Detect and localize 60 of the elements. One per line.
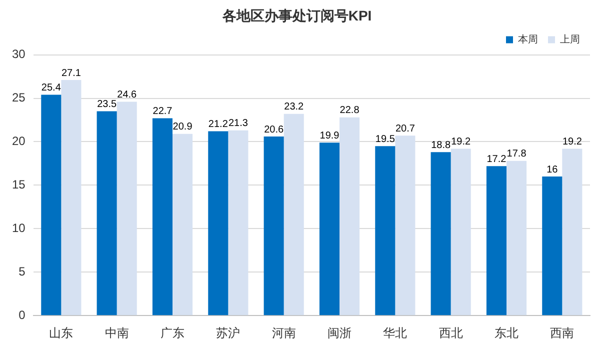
data-label: 19.5 — [375, 134, 396, 145]
legend-label: 上周 — [560, 34, 580, 46]
y-tick-label: 30 — [12, 47, 26, 62]
legend-label: 本周 — [518, 34, 538, 46]
data-label: 17.8 — [506, 148, 527, 160]
y-tick-label: 20 — [12, 134, 26, 148]
bar — [395, 136, 416, 316]
data-label: 23.2 — [284, 102, 304, 113]
y-tick-label: 0 — [18, 308, 26, 322]
x-tick-label: 西北 — [438, 326, 463, 340]
data-label: 27.1 — [61, 68, 82, 79]
bar — [208, 131, 228, 316]
x-tick-label: 华北 — [383, 326, 408, 340]
data-label: 21.3 — [228, 118, 248, 130]
bar — [116, 102, 137, 316]
x-tick-label: 中南 — [104, 326, 129, 340]
x-tick-label: 东北 — [494, 326, 518, 340]
data-label: 22.8 — [340, 105, 360, 116]
data-label: 20.6 — [264, 124, 284, 136]
y-tick-label: 15 — [12, 178, 26, 192]
bar — [61, 80, 82, 316]
bar — [96, 111, 117, 316]
x-tick-label: 苏沪 — [216, 326, 240, 340]
bar — [375, 146, 396, 316]
bar — [228, 130, 248, 316]
y-tick-label: 25 — [12, 90, 26, 105]
data-label: 23.5 — [97, 99, 117, 110]
data-label: 21.2 — [208, 119, 228, 130]
data-label: 19.9 — [320, 130, 340, 142]
data-label: 18.8 — [431, 140, 451, 151]
x-tick-label: 西南 — [550, 326, 574, 340]
data-label: 20.7 — [395, 123, 416, 134]
y-tick-label: 5 — [18, 264, 26, 278]
data-label: 19.2 — [562, 136, 582, 148]
bar — [264, 136, 284, 316]
data-label: 25.4 — [41, 82, 62, 94]
bar — [319, 142, 340, 316]
bar — [506, 160, 527, 316]
bar — [152, 118, 173, 316]
chart-title: 各地区办事处订阅号KPI — [221, 7, 372, 24]
data-label: 22.7 — [152, 106, 173, 118]
bar — [340, 117, 360, 316]
data-label: 19.2 — [451, 136, 472, 148]
bar — [430, 152, 451, 316]
data-label: 16 — [546, 164, 558, 176]
x-tick-label: 闽浙 — [328, 326, 352, 340]
bar — [450, 148, 471, 316]
bar — [41, 94, 62, 316]
bar — [542, 176, 562, 316]
data-label: 17.2 — [486, 154, 507, 165]
y-tick-label: 10 — [12, 220, 26, 235]
bar — [284, 114, 304, 316]
x-tick-label: 山东 — [49, 326, 74, 340]
bar — [562, 148, 582, 316]
data-label: 24.6 — [117, 89, 138, 100]
bar — [486, 166, 506, 316]
x-tick-label: 广东 — [160, 326, 185, 340]
data-label: 20.9 — [172, 122, 193, 133]
bar — [172, 134, 193, 316]
x-tick-label: 河南 — [272, 326, 296, 340]
